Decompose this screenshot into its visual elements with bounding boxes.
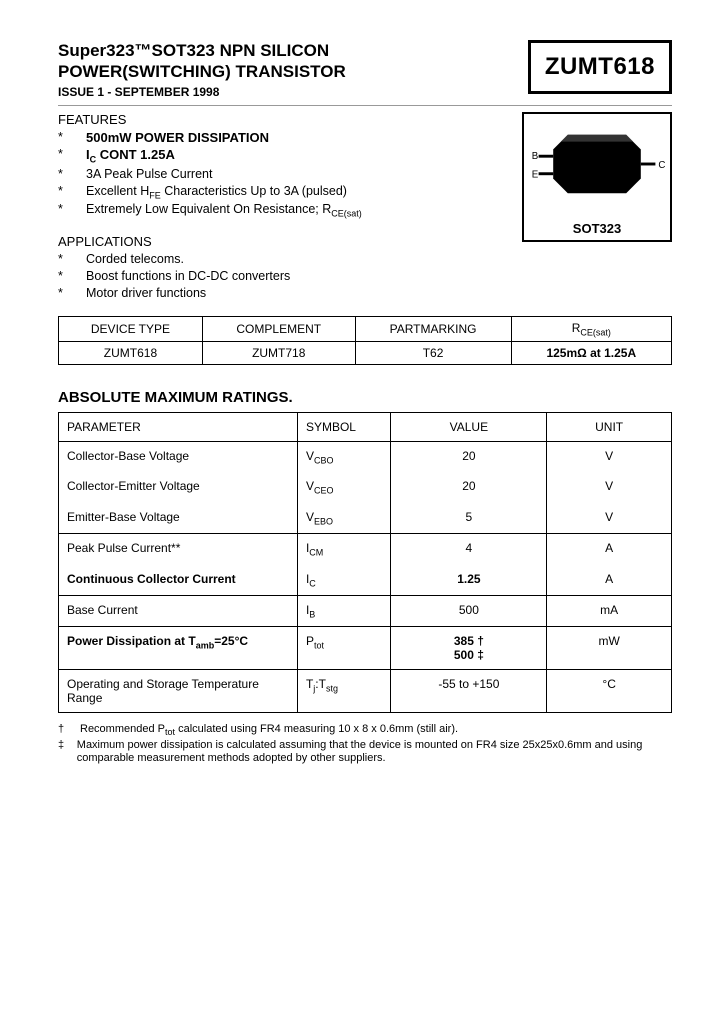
amr-row: Collector-Emitter VoltageVCEO20V — [59, 472, 672, 502]
amr-row: Operating and Storage Temperature RangeT… — [59, 670, 672, 713]
amr-unit: V — [547, 503, 672, 534]
title-line-2: POWER(SWITCHING) TRANSISTOR — [58, 61, 516, 82]
amr-row: Power Dissipation at Tamb=25°CPtot385 †5… — [59, 627, 672, 670]
part-number-box: ZUMT618 — [528, 40, 672, 94]
feature-item: *500mW POWER DISSIPATION — [58, 129, 508, 147]
amr-val: 500 — [391, 595, 547, 626]
amr-unit: mW — [547, 627, 672, 670]
amr-param: Power Dissipation at Tamb=25°C — [59, 627, 298, 670]
amr-param: Base Current — [59, 595, 298, 626]
dev-h2: COMPLEMENT — [202, 316, 355, 341]
amr-param: Emitter-Base Voltage — [59, 503, 298, 534]
dev-h1: DEVICE TYPE — [59, 316, 203, 341]
issue-line: ISSUE 1 - SEPTEMBER 1998 — [58, 85, 516, 99]
application-item: *Motor driver functions — [58, 285, 672, 302]
divider — [58, 105, 672, 106]
feature-item: *IC CONT 1.25A — [58, 146, 508, 166]
package-diagram: B E C SOT323 — [522, 112, 672, 242]
pin-b-label: B — [532, 151, 538, 162]
amr-h-sym: SYMBOL — [297, 412, 391, 441]
amr-param: Peak Pulse Current** — [59, 534, 298, 565]
footnotes: †Recommended Ptot calculated using FR4 m… — [58, 723, 672, 766]
amr-sym: Ptot — [297, 627, 391, 670]
amr-sym: VEBO — [297, 503, 391, 534]
amr-unit: °C — [547, 670, 672, 713]
amr-val: 20 — [391, 441, 547, 472]
amr-val: 385 †500 ‡ — [391, 627, 547, 670]
amr-title: ABSOLUTE MAXIMUM RATINGS. — [58, 389, 672, 406]
dev-h3: PARTMARKING — [355, 316, 511, 341]
amr-val: 4 — [391, 534, 547, 565]
amr-h-param: PARAMETER — [59, 412, 298, 441]
feature-item: *Excellent HFE Characteristics Up to 3A … — [58, 183, 508, 202]
amr-sym: VCBO — [297, 441, 391, 472]
device-table-row: ZUMT618 ZUMT718 T62 125mΩ at 1.25A — [59, 341, 672, 364]
title-line-1: Super323™SOT323 NPN SILICON — [58, 40, 516, 61]
header-left: Super323™SOT323 NPN SILICON POWER(SWITCH… — [58, 40, 516, 99]
dev-marking: T62 — [355, 341, 511, 364]
amr-unit: V — [547, 441, 672, 472]
amr-row: Collector-Base VoltageVCBO20V — [59, 441, 672, 472]
device-table-header: DEVICE TYPE COMPLEMENT PARTMARKING RCE(s… — [59, 316, 672, 341]
amr-val: 20 — [391, 472, 547, 502]
amr-row: Continuous Collector CurrentIC1.25A — [59, 565, 672, 596]
amr-param: Operating and Storage Temperature Range — [59, 670, 298, 713]
amr-val: 1.25 — [391, 565, 547, 596]
amr-sym: VCEO — [297, 472, 391, 502]
amr-unit: A — [547, 565, 672, 596]
dev-complement: ZUMT718 — [202, 341, 355, 364]
pin-e-label: E — [532, 169, 539, 180]
dev-type: ZUMT618 — [59, 341, 203, 364]
amr-param: Collector-Emitter Voltage — [59, 472, 298, 502]
application-item: *Boost functions in DC-DC converters — [58, 268, 672, 285]
amr-unit: mA — [547, 595, 672, 626]
amr-h-val: VALUE — [391, 412, 547, 441]
footnote-line: †Recommended Ptot calculated using FR4 m… — [58, 723, 672, 738]
footnote-line: ‡Maximum power dissipation is calculated… — [58, 739, 672, 767]
amr-sym: Tj:Tstg — [297, 670, 391, 713]
dev-h4: RCE(sat) — [511, 316, 671, 341]
dev-rce: 125mΩ at 1.25A — [511, 341, 671, 364]
amr-param: Collector-Base Voltage — [59, 441, 298, 472]
amr-unit: V — [547, 472, 672, 502]
device-table: DEVICE TYPE COMPLEMENT PARTMARKING RCE(s… — [58, 316, 672, 365]
pin-c-label: C — [658, 159, 665, 170]
applications-list: *Corded telecoms.*Boost functions in DC-… — [58, 251, 672, 302]
amr-header-row: PARAMETER SYMBOL VALUE UNIT — [59, 412, 672, 441]
amr-row: Peak Pulse Current**ICM4A — [59, 534, 672, 565]
package-label: SOT323 — [524, 221, 670, 236]
amr-param: Continuous Collector Current — [59, 565, 298, 596]
amr-table: PARAMETER SYMBOL VALUE UNIT Collector-Ba… — [58, 412, 672, 713]
amr-row: Base CurrentIB500mA — [59, 595, 672, 626]
amr-unit: A — [547, 534, 672, 565]
package-icon: B E C — [524, 114, 670, 214]
amr-h-unit: UNIT — [547, 412, 672, 441]
amr-val: -55 to +150 — [391, 670, 547, 713]
amr-sym: ICM — [297, 534, 391, 565]
feature-item: *Extremely Low Equivalent On Resistance;… — [58, 201, 508, 220]
application-item: *Corded telecoms. — [58, 251, 672, 268]
amr-val: 5 — [391, 503, 547, 534]
header-row: Super323™SOT323 NPN SILICON POWER(SWITCH… — [58, 40, 672, 99]
amr-row: Emitter-Base VoltageVEBO5V — [59, 503, 672, 534]
amr-sym: IC — [297, 565, 391, 596]
feature-item: *3A Peak Pulse Current — [58, 166, 508, 183]
amr-sym: IB — [297, 595, 391, 626]
